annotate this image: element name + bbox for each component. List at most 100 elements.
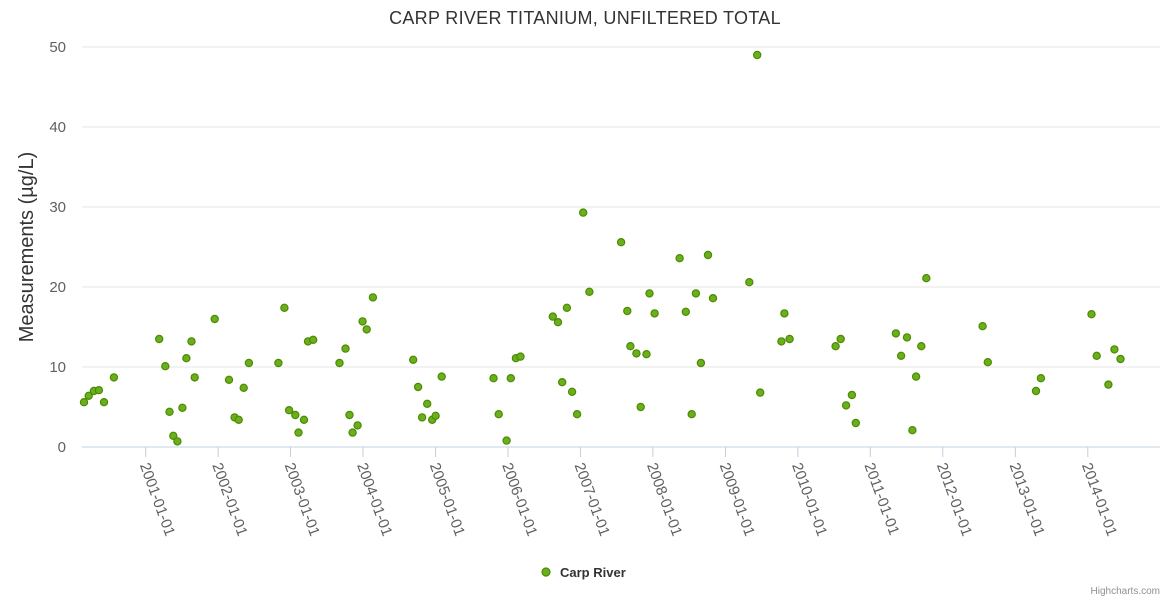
data-point[interactable] bbox=[642, 350, 651, 359]
data-point[interactable] bbox=[417, 413, 427, 422]
data-point[interactable] bbox=[983, 358, 993, 367]
data-point[interactable] bbox=[572, 410, 582, 419]
data-point[interactable] bbox=[681, 307, 691, 316]
data-point[interactable] bbox=[173, 437, 182, 446]
data-point[interactable] bbox=[896, 351, 906, 360]
data-point[interactable] bbox=[353, 421, 362, 430]
data-point[interactable] bbox=[558, 378, 567, 387]
y-axis: 0 10 20 30 40 50 bbox=[49, 39, 66, 456]
data-point[interactable] bbox=[234, 415, 243, 424]
data-point[interactable] bbox=[489, 374, 498, 383]
data-point[interactable] bbox=[506, 374, 515, 383]
data-point[interactable] bbox=[358, 317, 367, 326]
y-tick-label: 50 bbox=[49, 39, 66, 56]
data-point[interactable] bbox=[891, 329, 901, 338]
data-point[interactable] bbox=[99, 398, 109, 407]
data-point[interactable] bbox=[516, 352, 525, 361]
data-point[interactable] bbox=[437, 372, 446, 381]
data-point[interactable] bbox=[785, 334, 794, 344]
data-point[interactable] bbox=[902, 333, 912, 342]
data-point[interactable] bbox=[345, 410, 354, 420]
data-point[interactable] bbox=[335, 358, 344, 368]
data-point[interactable] bbox=[777, 337, 786, 346]
data-point[interactable] bbox=[626, 342, 635, 351]
data-point[interactable] bbox=[847, 390, 857, 400]
data-point[interactable] bbox=[1110, 345, 1119, 354]
data-point[interactable] bbox=[84, 391, 93, 400]
data-point[interactable] bbox=[687, 410, 696, 419]
data-point[interactable] bbox=[502, 436, 511, 445]
data-point[interactable] bbox=[632, 349, 641, 358]
data-point[interactable] bbox=[708, 294, 718, 303]
data-point[interactable] bbox=[636, 402, 645, 412]
data-point[interactable] bbox=[494, 410, 503, 419]
data-point[interactable] bbox=[562, 303, 572, 312]
data-point[interactable] bbox=[423, 399, 432, 408]
data-point[interactable] bbox=[1116, 354, 1125, 364]
data-point[interactable] bbox=[284, 406, 294, 415]
data-point[interactable] bbox=[851, 418, 861, 428]
data-point[interactable] bbox=[294, 428, 303, 437]
data-point[interactable] bbox=[299, 415, 309, 424]
data-point[interactable] bbox=[1092, 351, 1101, 360]
data-point[interactable] bbox=[187, 337, 196, 346]
data-point[interactable] bbox=[291, 410, 300, 420]
data-point[interactable] bbox=[94, 386, 104, 395]
data-point[interactable] bbox=[161, 362, 170, 371]
data-point[interactable] bbox=[756, 388, 765, 397]
data-point[interactable] bbox=[109, 373, 119, 382]
data-point[interactable] bbox=[978, 322, 987, 331]
data-point[interactable] bbox=[239, 383, 248, 392]
data-point[interactable] bbox=[780, 309, 789, 318]
data-point[interactable] bbox=[841, 401, 851, 410]
data-point[interactable] bbox=[165, 407, 174, 416]
data-point[interactable] bbox=[1031, 386, 1041, 396]
data-point[interactable] bbox=[553, 318, 563, 327]
data-point[interactable] bbox=[182, 354, 191, 363]
credits[interactable]: Highcharts.com bbox=[1091, 586, 1160, 597]
data-point[interactable] bbox=[224, 375, 234, 384]
data-point[interactable] bbox=[154, 334, 164, 344]
data-point[interactable] bbox=[567, 387, 577, 396]
data-point[interactable] bbox=[908, 426, 917, 435]
data-point[interactable] bbox=[753, 50, 762, 60]
data-point[interactable] bbox=[190, 373, 199, 382]
data-point[interactable] bbox=[585, 287, 594, 296]
data-point[interactable] bbox=[244, 358, 254, 368]
data-point[interactable] bbox=[409, 355, 418, 364]
data-point[interactable] bbox=[79, 398, 89, 407]
data-point[interactable] bbox=[169, 431, 178, 440]
data-point[interactable] bbox=[431, 411, 440, 420]
data-point[interactable] bbox=[178, 403, 187, 412]
data-point[interactable] bbox=[368, 293, 378, 302]
data-point[interactable] bbox=[691, 289, 701, 298]
data-point[interactable] bbox=[309, 335, 318, 344]
data-point[interactable] bbox=[650, 309, 659, 318]
data-point[interactable] bbox=[348, 428, 357, 437]
data-point[interactable] bbox=[341, 344, 350, 353]
data-point[interactable] bbox=[696, 358, 706, 368]
y-tick-label: 40 bbox=[49, 119, 66, 136]
data-point[interactable] bbox=[831, 342, 840, 351]
data-point[interactable] bbox=[616, 237, 626, 247]
data-point[interactable] bbox=[1036, 374, 1046, 383]
data-point[interactable] bbox=[911, 372, 921, 381]
legend[interactable]: Carp River bbox=[541, 565, 626, 580]
data-point[interactable] bbox=[1104, 380, 1113, 389]
data-point[interactable] bbox=[1087, 310, 1096, 319]
data-point[interactable] bbox=[579, 208, 588, 217]
data-point[interactable] bbox=[922, 274, 931, 283]
data-point[interactable] bbox=[548, 312, 558, 321]
data-point[interactable] bbox=[745, 278, 754, 287]
data-point[interactable] bbox=[836, 334, 845, 344]
data-point[interactable] bbox=[623, 306, 632, 316]
data-point[interactable] bbox=[917, 342, 926, 351]
data-point[interactable] bbox=[645, 289, 654, 298]
data-point[interactable] bbox=[703, 250, 713, 260]
data-point[interactable] bbox=[413, 382, 423, 392]
data-point[interactable] bbox=[280, 303, 289, 312]
data-point[interactable] bbox=[274, 358, 283, 368]
data-point[interactable] bbox=[210, 314, 219, 324]
data-point[interactable] bbox=[675, 254, 684, 263]
data-point[interactable] bbox=[362, 325, 371, 334]
